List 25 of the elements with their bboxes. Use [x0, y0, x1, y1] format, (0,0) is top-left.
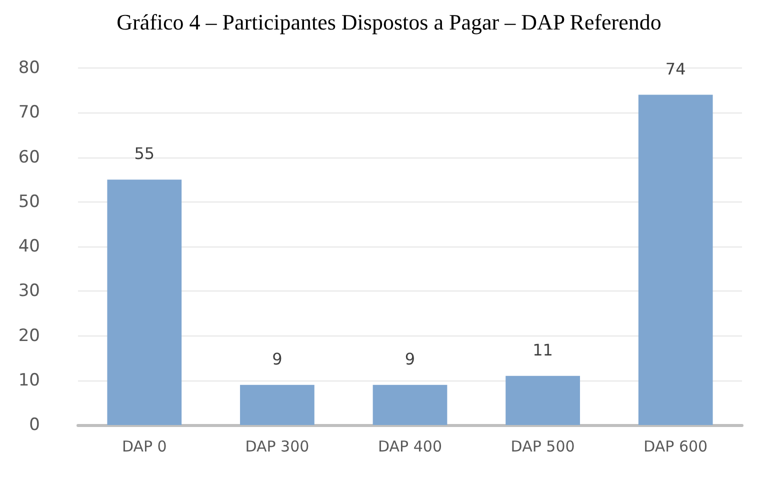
- bar: [638, 94, 713, 425]
- y-tick-label: 60: [18, 147, 40, 168]
- y-tick-label: 50: [18, 192, 40, 212]
- bar: [107, 180, 182, 425]
- data-label: 9: [404, 349, 416, 368]
- x-tick-label: DAP 0: [122, 438, 167, 456]
- x-tick-label: DAP 600: [644, 438, 708, 456]
- data-label: 11: [532, 340, 553, 360]
- data-label: 55: [134, 144, 155, 164]
- data-label: 74: [665, 59, 686, 78]
- bar: [372, 384, 448, 425]
- x-tick-label: DAP 400: [378, 438, 442, 456]
- x-tick-label: DAP 300: [245, 438, 310, 456]
- bar: [506, 376, 580, 425]
- y-tick-label: 70: [18, 102, 40, 123]
- chart-title: Gráfico 4 – Participantes Dispostos a Pagar – DAP Referendo: [116, 10, 662, 34]
- y-tick-label: 0: [29, 415, 40, 435]
- y-tick-label: 40: [18, 236, 40, 256]
- y-tick-label: 20: [18, 326, 40, 346]
- bar: [240, 384, 314, 425]
- y-tick-label: 80: [18, 58, 40, 78]
- y-tick-label: 30: [18, 281, 40, 302]
- x-tick-label: DAP 500: [510, 438, 575, 456]
- data-label: 9: [272, 349, 282, 368]
- y-tick-label: 10: [18, 370, 40, 390]
